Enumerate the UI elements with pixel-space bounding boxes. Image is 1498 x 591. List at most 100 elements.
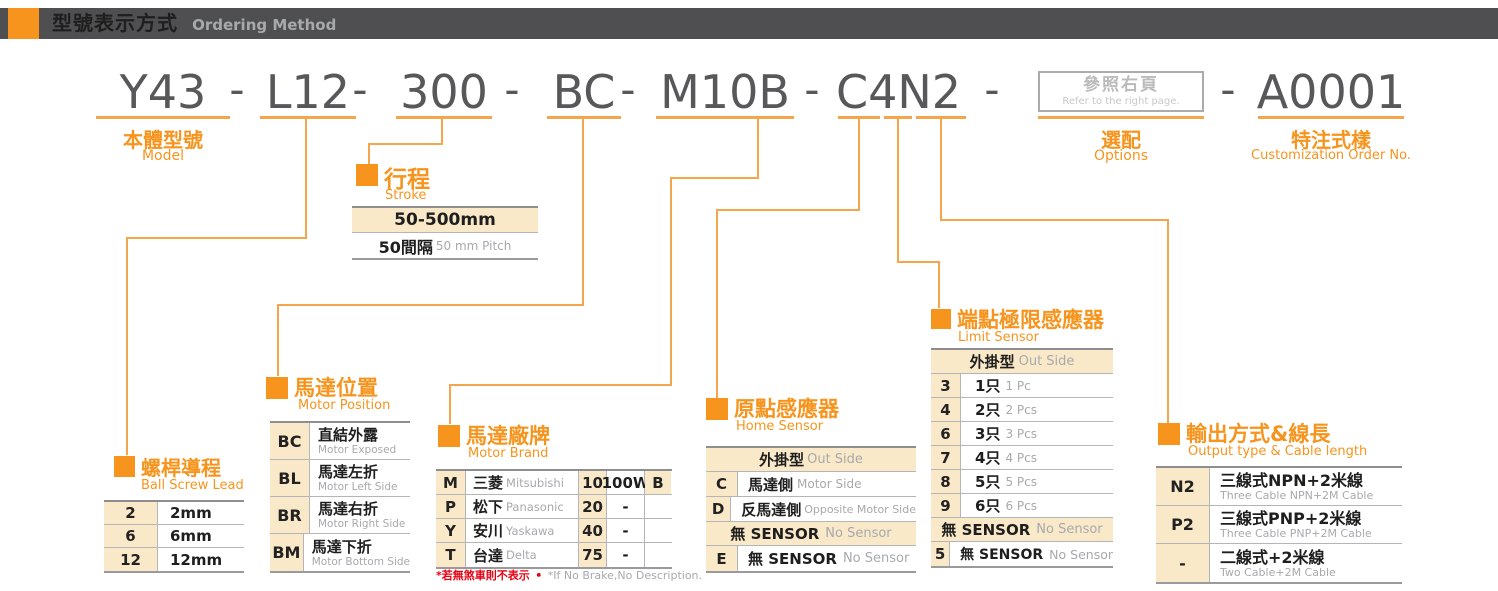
desc-en: 3 Pcs xyxy=(1005,426,1037,441)
brand-cell: 三菱 Mitsubishi xyxy=(466,471,579,494)
model-segment-serial: A0001 xyxy=(1256,65,1406,119)
desc-cell: 1只 1 Pc xyxy=(961,374,1113,397)
desc-zh: 三線式NPN+2米線 xyxy=(1220,471,1364,490)
desc-cell: 三線式NPN+2米線 Three Cable NPN+2M Cable xyxy=(1210,468,1402,505)
stroke-range: 50-500mm xyxy=(394,210,496,230)
table-row: 4 2只 2 Pcs xyxy=(931,398,1113,422)
table-row: N2 三線式NPN+2米線 Three Cable NPN+2M Cable xyxy=(1156,468,1402,506)
section-title-limit-sensor-en: Limit Sensor xyxy=(958,330,1039,345)
watt-text: 100W xyxy=(601,473,650,492)
footnote-zh: *若無煞車則不表示 xyxy=(436,569,530,582)
code-cell: C xyxy=(706,472,738,496)
code-cell: BM xyxy=(270,534,304,571)
table-row: 5 無 SENSOR No Sensor xyxy=(931,542,1113,566)
table-row: BR 馬達右折 Motor Right Side xyxy=(270,497,410,534)
section-title-ball-screw-zh: 螺桿導程 xyxy=(141,456,221,480)
code-cell: - xyxy=(1156,544,1210,582)
watt-cell: - xyxy=(607,519,645,542)
desc-cell: 6只 6 Pcs xyxy=(961,494,1113,517)
motor-brand-table: M 三菱 Mitsubishi 10 100W B P 松下 Panasonic… xyxy=(436,469,672,569)
table-header-row: 無 SENSOR No Sensor xyxy=(931,518,1113,542)
output-cable-table: N2 三線式NPN+2米線 Three Cable NPN+2M Cable P… xyxy=(1156,466,1402,584)
watt-cell: - xyxy=(607,495,645,518)
header-orange-square xyxy=(8,8,39,39)
model-segment-motor-position: BC xyxy=(552,65,616,119)
dash: - xyxy=(1220,65,1236,114)
desc-en: 4 Pcs xyxy=(1005,450,1037,465)
brand-cell: 松下 Panasonic xyxy=(466,495,579,518)
dash: - xyxy=(620,65,636,114)
desc-cell: 馬達右折 Motor Right Side xyxy=(310,497,410,533)
code-cell: 8 xyxy=(931,470,961,493)
label-options-zh: 選配 xyxy=(1101,128,1141,152)
desc-zh: 3只 xyxy=(975,425,1001,443)
desc-en: Two Cable+2M Cable xyxy=(1220,565,1336,579)
connector-line xyxy=(305,119,307,237)
header-en: Out Side xyxy=(1018,354,1075,369)
table-row: D 反馬達側 Opposite Motor Side xyxy=(706,497,916,522)
desc-cell: 4只 4 Pcs xyxy=(961,446,1113,469)
connector-line xyxy=(757,119,759,179)
options-box-zh: 參照右頁 xyxy=(1083,75,1159,95)
table-header-row: 無 SENSOR No Sensor xyxy=(706,522,916,546)
code-cell: 4 xyxy=(931,398,961,421)
section-square-home-sensor xyxy=(706,398,728,420)
desc-cell: 5只 5 Pcs xyxy=(961,470,1113,493)
header-zh: 外掛型 xyxy=(759,451,805,469)
code-cell: T xyxy=(436,543,466,567)
table-row: BM 馬達下折 Motor Bottom Side xyxy=(270,534,410,571)
connector-line xyxy=(277,304,279,376)
watt-text: - xyxy=(622,546,629,564)
desc-en: No Sensor xyxy=(842,551,910,566)
brand-en: Mitsubishi xyxy=(506,475,564,490)
motor-position-table: BC 直結外露 Motor Exposed BL 馬達左折 Motor Left… xyxy=(270,421,410,573)
desc-en: Three Cable PNP+2M Cable xyxy=(1220,527,1372,540)
connector-line xyxy=(716,209,718,398)
section-title-home-sensor-en: Home Sensor xyxy=(736,419,824,434)
underline-stroke xyxy=(396,116,492,119)
desc-en: Motor Bottom Side xyxy=(311,555,410,568)
value-cell: 6mm xyxy=(158,525,244,547)
desc-en: 5 Pcs xyxy=(1005,474,1037,489)
connector-line xyxy=(368,143,370,164)
desc-cell: 直結外露 Motor Exposed xyxy=(310,423,410,459)
desc-cell: 二線式+2米線 Two Cable+2M Cable xyxy=(1210,544,1402,582)
code-cell: P xyxy=(436,495,466,518)
page-title-en: Ordering Method xyxy=(192,16,337,34)
code-cell: D xyxy=(706,497,732,521)
table-row: 12 12mm xyxy=(104,548,244,571)
desc-en: 1 Pc xyxy=(1005,378,1031,393)
section-square-ball-screw xyxy=(114,456,135,477)
watt-cell: - xyxy=(607,543,645,567)
code-cell: 9 xyxy=(931,494,961,517)
header-en: No Sensor xyxy=(825,526,892,541)
table-row: 8 5只 5 Pcs xyxy=(931,470,1113,494)
value-text: 6mm xyxy=(170,527,212,545)
value-text: 12mm xyxy=(170,550,223,569)
model-segment-stroke: 300 xyxy=(400,65,488,119)
code-cell: P2 xyxy=(1156,506,1210,543)
section-square-motor-position xyxy=(266,377,288,399)
underline-motor-brand xyxy=(656,116,794,119)
desc-cell: 2只 2 Pcs xyxy=(961,398,1113,421)
desc-cell: 無 SENSOR No Sensor xyxy=(950,542,1113,566)
value-cell: 12mm xyxy=(158,548,244,571)
model-segment-lead: L12 xyxy=(265,65,351,119)
desc-en: No Sensor xyxy=(1049,546,1113,562)
connector-line xyxy=(277,304,584,306)
brand-cell: 安川 Yaskawa xyxy=(466,519,579,542)
desc-cell: 三線式PNP+2米線 Three Cable PNP+2M Cable xyxy=(1210,506,1402,543)
table-row: 6 6mm xyxy=(104,525,244,548)
page-title-zh: 型號表示方式 xyxy=(52,11,178,35)
desc-zh: 馬達側 xyxy=(748,475,794,494)
stroke-pitch-en: 50 mm Pitch xyxy=(435,238,512,253)
desc-en: Motor Left Side xyxy=(318,481,398,493)
table-row: 6 3只 3 Pcs xyxy=(931,422,1113,446)
label-model-en: Model xyxy=(141,148,185,164)
desc-zh: 1只 xyxy=(975,377,1001,395)
stroke-pitch-row: 50間隔 50 mm Pitch xyxy=(352,233,538,258)
brake-footnote: *若無煞車則不表示 • *If No Brake,No Description. xyxy=(436,567,702,583)
connector-line xyxy=(938,261,940,308)
dash: - xyxy=(984,65,1000,114)
connector-line xyxy=(126,237,128,455)
